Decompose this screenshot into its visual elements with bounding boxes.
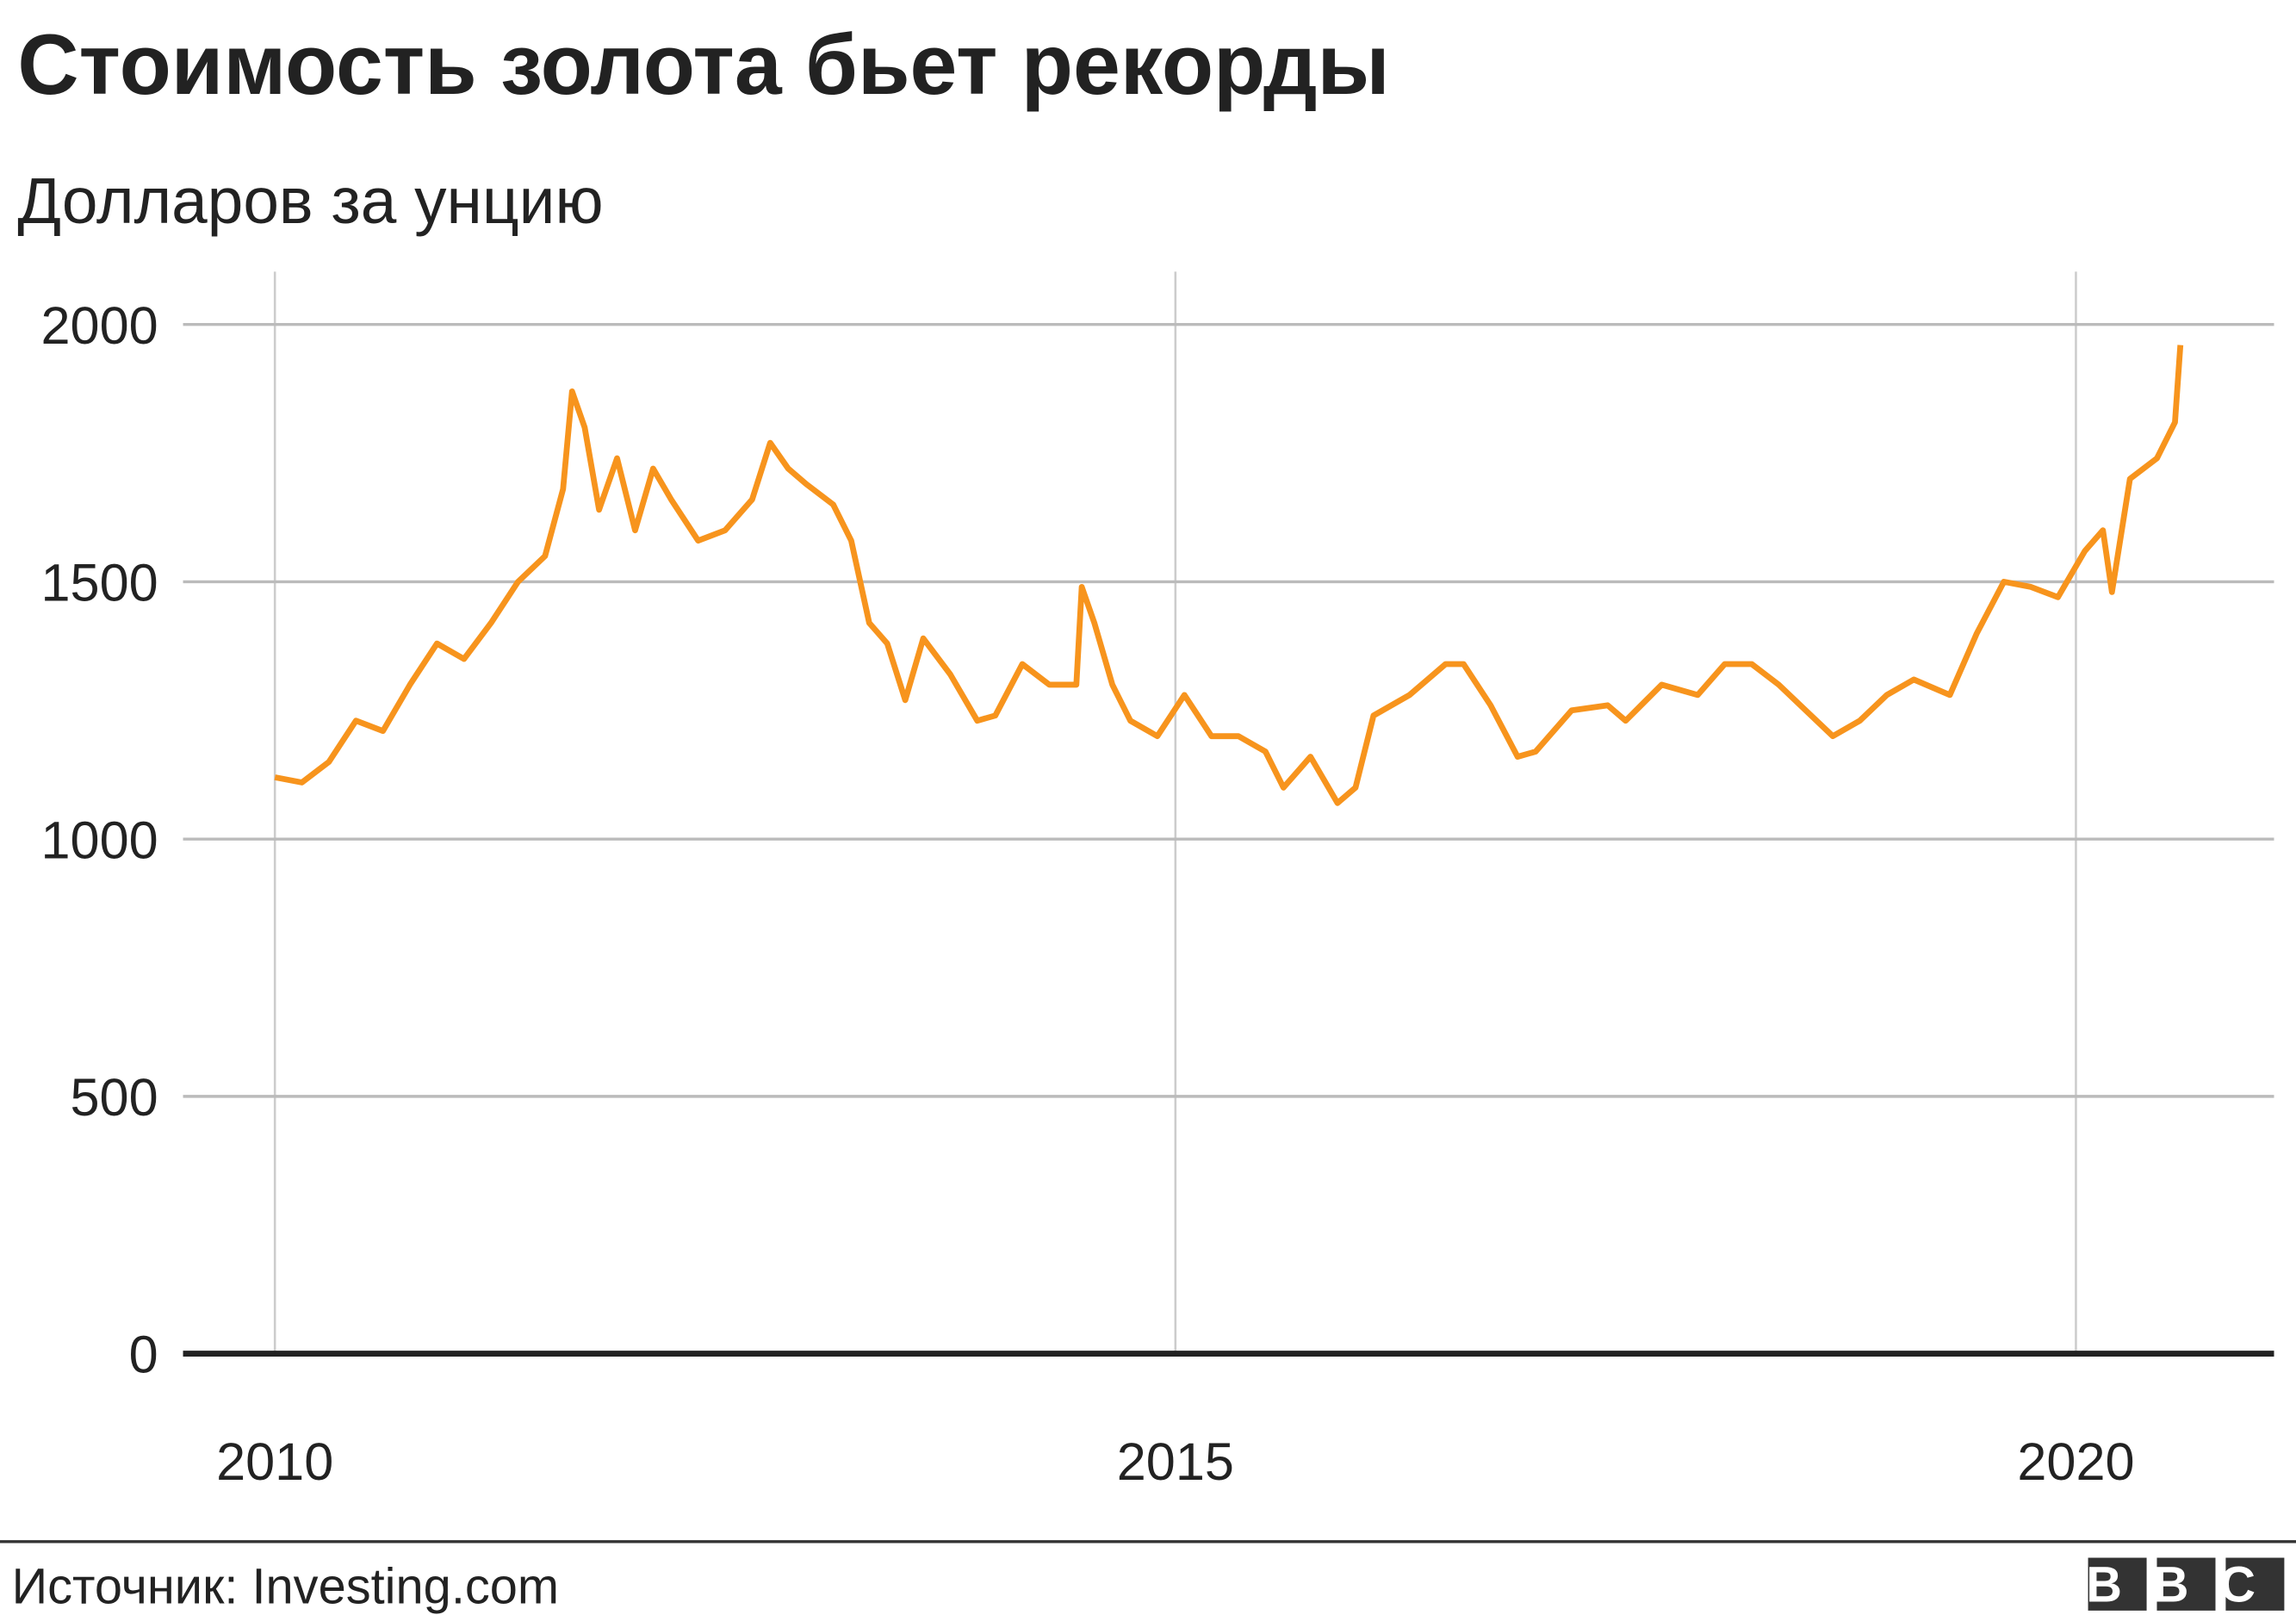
logo-text: BBC (2086, 1558, 2286, 1613)
y-tick-label: 0 (129, 1326, 158, 1384)
chart-title: Стоимость золота бьет рекорды (17, 17, 1389, 112)
x-tick-label: 2015 (1117, 1432, 1234, 1491)
line (274, 345, 2184, 806)
y-tick-label: 1500 (41, 554, 158, 612)
logo (2088, 1557, 2285, 1611)
y-tick-label: 2000 (41, 296, 158, 355)
y-tick-label: 500 (71, 1068, 158, 1127)
source: Источник: Investing.com (12, 1559, 559, 1614)
y-tick-label: 1000 (41, 811, 158, 869)
chart-subtitle: Долларов за унцию (17, 165, 603, 237)
x-tick-label: 2010 (216, 1432, 333, 1491)
x-tick-label: 2020 (2017, 1432, 2134, 1491)
